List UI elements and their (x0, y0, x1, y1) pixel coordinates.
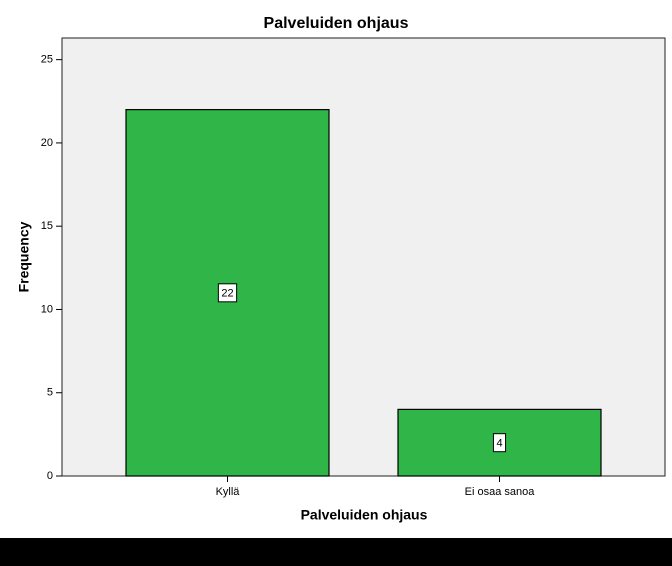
y-tick-label: 25 (41, 54, 53, 66)
value-label-box (217, 283, 238, 303)
y-tick-label: 5 (47, 387, 53, 399)
x-tick-label: Ei osaa sanoa (465, 486, 536, 498)
y-tick-label: 0 (47, 470, 53, 482)
y-tick-label: 20 (41, 137, 53, 149)
y-tick-label: 10 (41, 303, 53, 315)
chart-title: Palveluiden ohjaus (264, 15, 409, 32)
value-label: 22 (221, 288, 233, 300)
y-tick-label: 15 (41, 220, 53, 232)
value-label: 4 (496, 438, 502, 450)
x-tick-label: Kyllä (216, 486, 241, 498)
x-axis-label: Palveluiden ohjaus (301, 507, 428, 523)
bottom-strip (0, 538, 672, 566)
value-label-box (492, 433, 507, 453)
y-axis-label: Frequency (16, 221, 32, 292)
